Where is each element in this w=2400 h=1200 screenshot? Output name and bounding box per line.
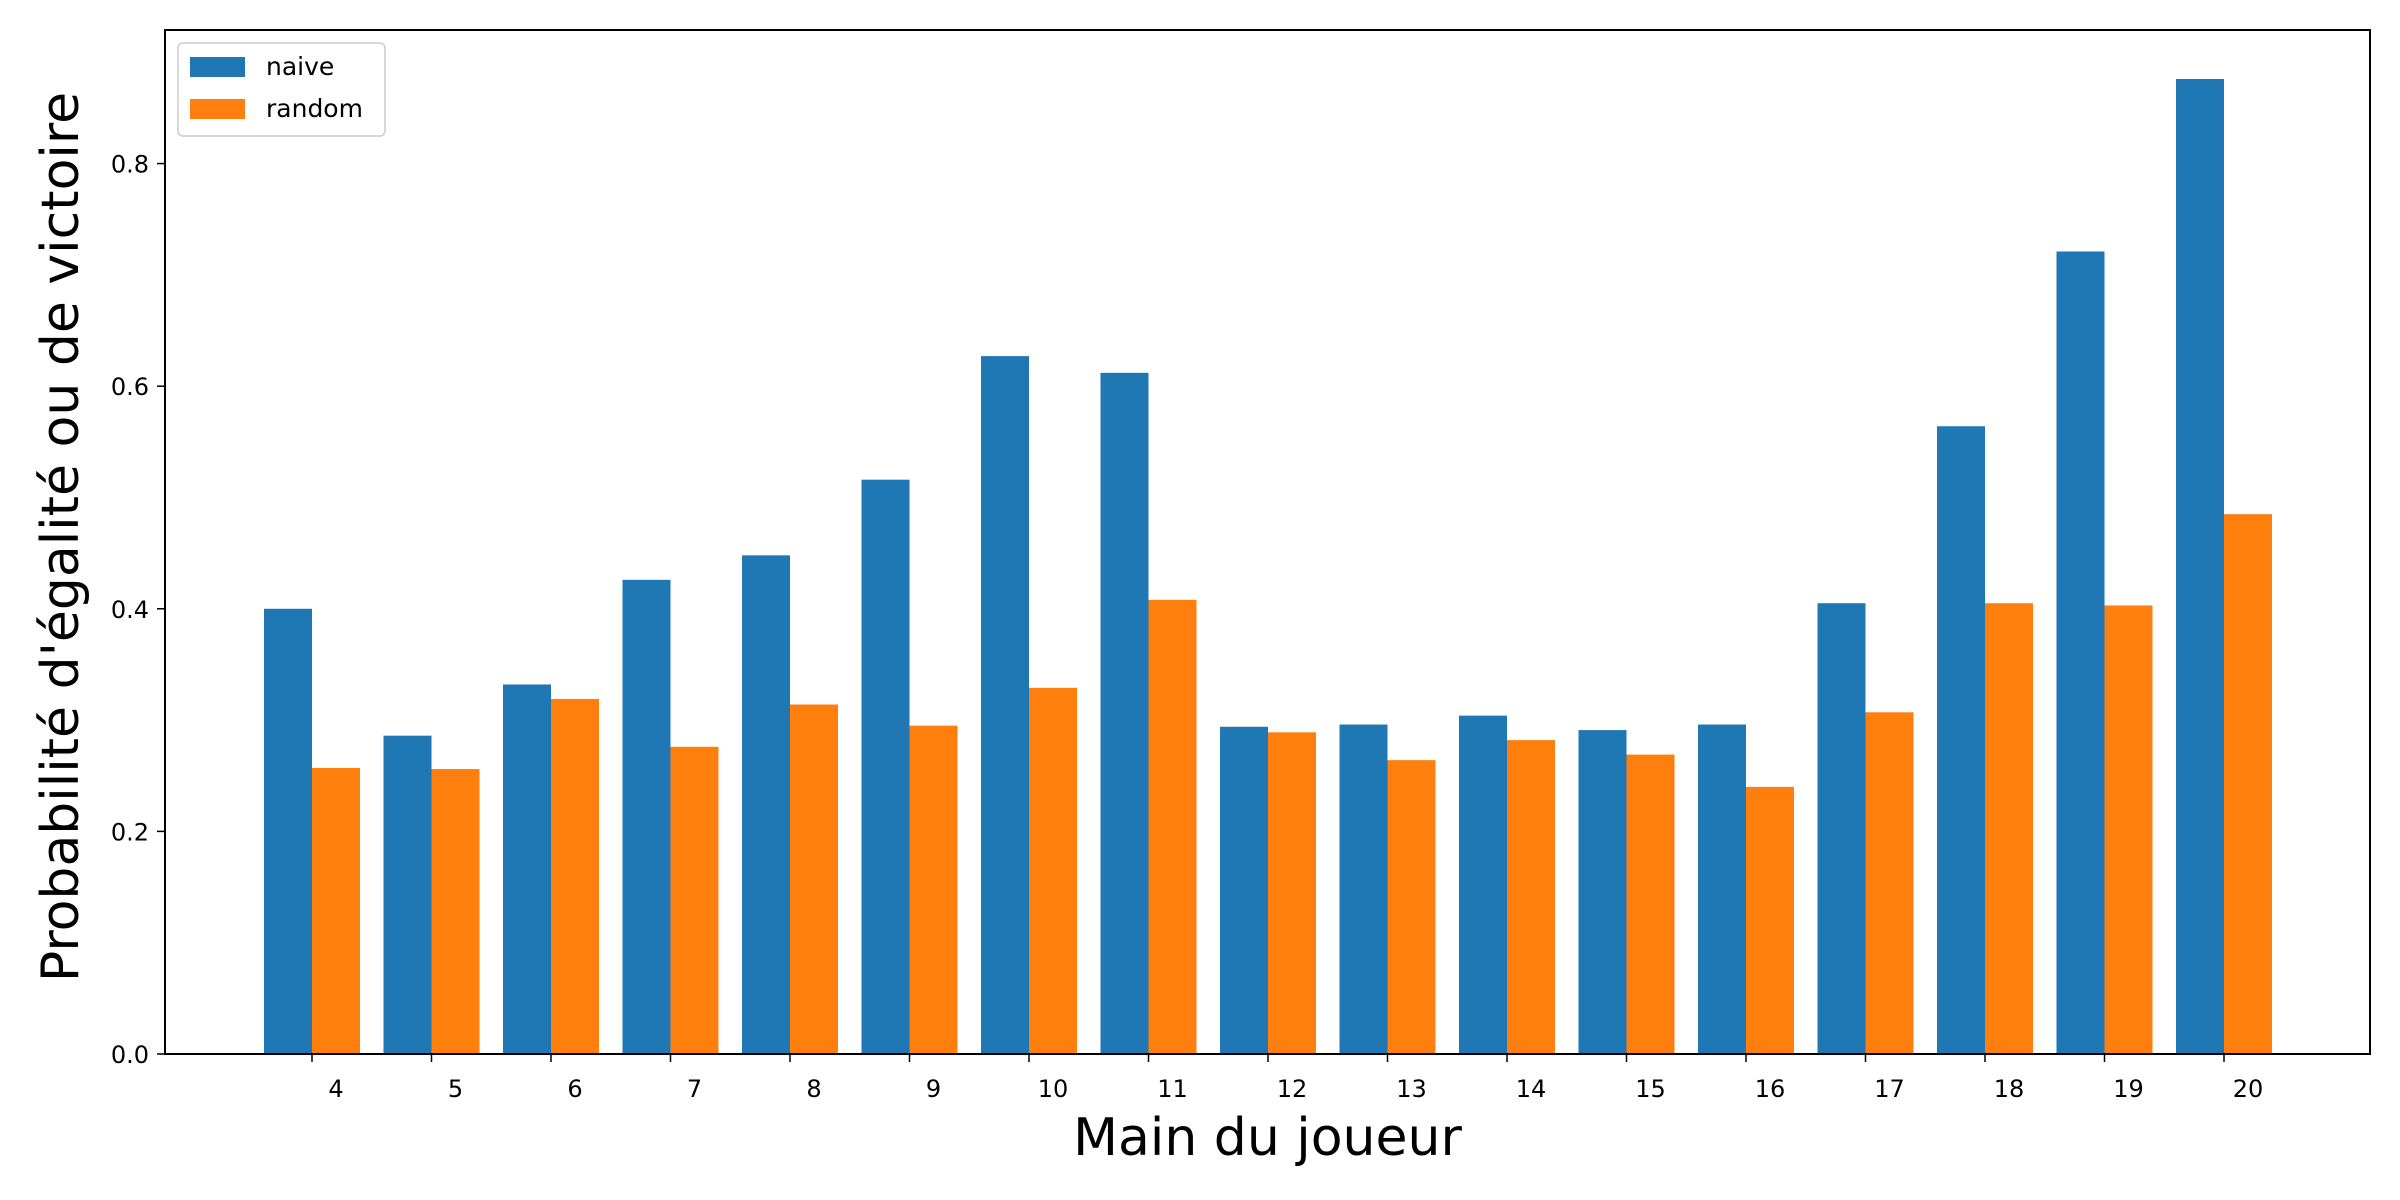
bar-naive-4 [264,608,312,1054]
y-axis-title: Probabilité d'égalité ou de victoire [31,92,91,982]
bar-random-11 [1148,599,1197,1054]
x-tick-label: 10 [1038,1075,1069,1103]
y-axis-ticks: 0.0 0.2 0.4 0.6 0.8 [111,151,165,1069]
bar-naive-6 [503,684,551,1054]
plot-area-frame [164,29,2371,1055]
bar-random-19 [2104,605,2153,1054]
bar-random-7 [670,746,719,1054]
bar-random-12 [1268,732,1316,1054]
bar-random-8 [790,704,838,1054]
x-tick-label: 7 [687,1075,702,1103]
x-tick-label: 18 [1994,1075,2025,1103]
x-tick-label: 16 [1755,1075,1786,1103]
bar-naive-13 [1339,724,1388,1054]
x-tick-label: 14 [1516,1075,1547,1103]
bar-naive-14 [1459,715,1507,1054]
legend-swatch-naive [190,57,245,77]
bar-naive-8 [742,555,790,1054]
bar-random-14 [1507,740,1555,1054]
bar-naive-20 [2176,78,2224,1054]
bar-naive-10 [981,356,1029,1055]
y-tick-label: 0.0 [111,1041,149,1069]
bar-naive-12 [1220,726,1268,1054]
bar-random-10 [1029,687,1077,1054]
x-tick-label: 8 [806,1075,821,1103]
x-tick-label: 11 [1157,1075,1188,1103]
x-tick-label: 19 [2113,1075,2144,1103]
bar-naive-15 [1578,730,1627,1054]
x-tick-label: 15 [1635,1075,1666,1103]
bar-naive-16 [1698,724,1746,1054]
bar-random-16 [1746,786,1794,1054]
x-tick-label: 20 [2233,1075,2264,1103]
bars-layer [264,78,2272,1055]
bar-random-15 [1626,754,1675,1054]
x-axis-ticks: 4 5 6 7 8 9 10 11 12 13 14 15 16 17 18 19 20 [311,1054,2264,1103]
bar-naive-9 [861,479,910,1054]
bar-random-17 [1865,712,1914,1054]
bar-random-5 [431,769,480,1054]
x-tick-label: 5 [448,1075,463,1103]
x-tick-label: 13 [1396,1075,1427,1103]
bar-random-6 [551,698,599,1054]
x-axis-title: Main du joueur [1073,1108,1462,1168]
y-tick-label: 0.6 [111,373,149,401]
legend-swatch-random [190,99,245,119]
bar-naive-19 [2056,251,2105,1054]
y-tick-label: 0.2 [111,818,149,846]
bar-naive-17 [1817,603,1866,1054]
legend-label-naive: naive [266,52,334,81]
bar-naive-7 [622,579,671,1054]
x-tick-label: 12 [1277,1075,1308,1103]
legend-label-random: random [266,94,363,123]
bar-random-13 [1387,760,1436,1054]
x-tick-label: 4 [328,1075,343,1103]
bar-naive-5 [383,735,432,1054]
x-tick-label: 6 [567,1075,582,1103]
bar-random-20 [2224,514,2272,1054]
bar-random-18 [1985,603,2033,1054]
x-tick-label: 9 [926,1075,941,1103]
y-tick-label: 0.4 [111,596,149,624]
legend: naive random [177,42,386,137]
bar-random-9 [909,725,958,1054]
y-tick-label: 0.8 [111,151,149,179]
x-tick-label: 17 [1874,1075,1905,1103]
bar-naive-11 [1100,372,1149,1054]
bar-random-4 [312,767,360,1054]
bar-naive-18 [1937,426,1985,1054]
